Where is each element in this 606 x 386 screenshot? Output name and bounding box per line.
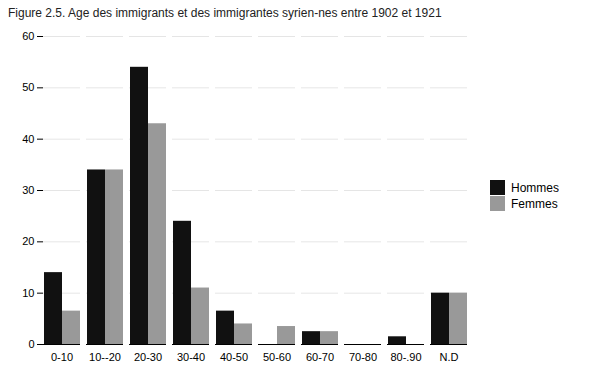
svg-text:50: 50 bbox=[22, 81, 34, 93]
svg-text:70-80: 70-80 bbox=[349, 351, 377, 363]
svg-text:30-40: 30-40 bbox=[177, 351, 205, 363]
svg-text:60-70: 60-70 bbox=[306, 351, 334, 363]
svg-text:30: 30 bbox=[22, 184, 34, 196]
svg-text:20: 20 bbox=[22, 235, 34, 247]
svg-text:60: 60 bbox=[22, 30, 34, 42]
html-text:Figure 2.5. Age des immigrants: Figure 2.5. Age des immigrants et des im… bbox=[8, 6, 442, 20]
svg-text:80-.90: 80-.90 bbox=[390, 351, 421, 363]
svg-text:20-30: 20-30 bbox=[134, 351, 162, 363]
svg-text:N.D: N.D bbox=[440, 351, 459, 363]
svg-text:10: 10 bbox=[22, 287, 34, 299]
html-text:Hommes: Hommes bbox=[511, 180, 559, 195]
svg-text:40-50: 40-50 bbox=[220, 351, 248, 363]
svg-text:50-60: 50-60 bbox=[263, 351, 291, 363]
svg-text:0: 0 bbox=[28, 338, 34, 350]
svg-text:10--20: 10--20 bbox=[89, 351, 121, 363]
html-text:Femmes: Femmes bbox=[511, 196, 558, 211]
svg-text:40: 40 bbox=[22, 133, 34, 145]
svg-text:0-10: 0-10 bbox=[51, 351, 73, 363]
